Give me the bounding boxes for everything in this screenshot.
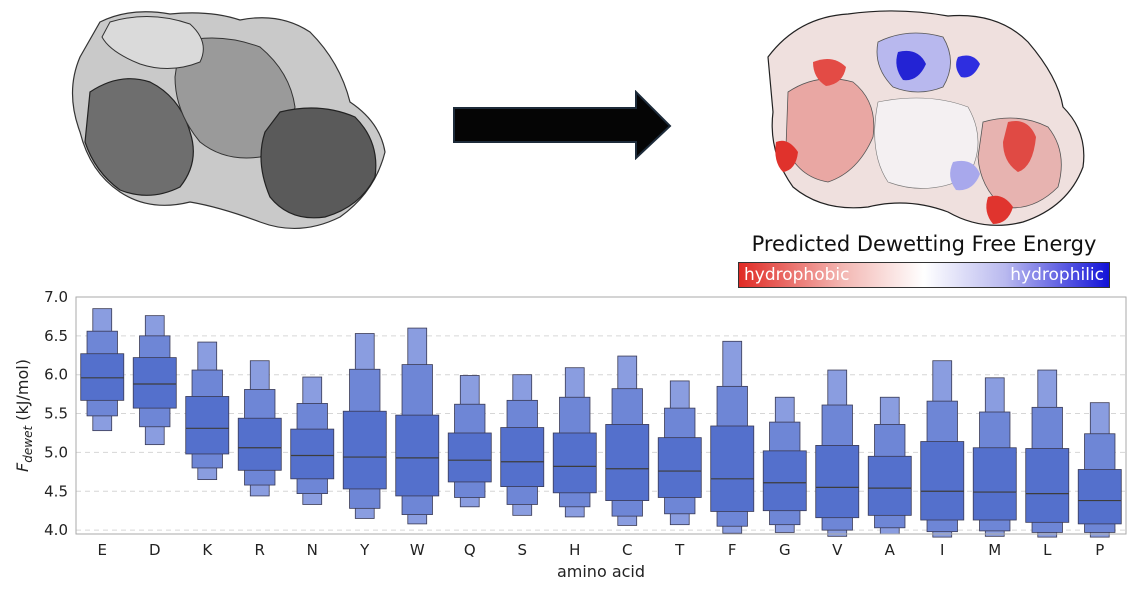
boxen-level bbox=[237, 417, 282, 471]
hydrophobic-patch-top bbox=[813, 58, 846, 86]
x-tick-label: K bbox=[202, 541, 213, 559]
boxen-level bbox=[1077, 469, 1122, 525]
x-tick-label: H bbox=[569, 541, 580, 559]
boxen-level bbox=[867, 455, 912, 516]
protein-lobe-right bbox=[260, 107, 377, 219]
boxen-level bbox=[710, 425, 755, 512]
boxen-level bbox=[552, 432, 597, 494]
x-tick-label: W bbox=[410, 541, 425, 559]
boxen-G bbox=[762, 396, 807, 533]
boxen-A bbox=[867, 396, 912, 535]
y-tick-label: 5.0 bbox=[44, 443, 68, 461]
x-tick-label: F bbox=[728, 541, 737, 559]
y-tick-label: 7.0 bbox=[44, 288, 68, 306]
y-tick-label: 6.0 bbox=[44, 366, 68, 384]
colorbar-title: Predicted Dewetting Free Energy bbox=[751, 232, 1097, 256]
x-tick-label: G bbox=[779, 541, 791, 559]
hydrophobic-patch-strong bbox=[775, 140, 798, 172]
boxen-E bbox=[80, 308, 125, 432]
hydrophobic-patch-right bbox=[1003, 121, 1036, 172]
boxen-L bbox=[1025, 369, 1070, 538]
boxen-level bbox=[605, 424, 650, 501]
right-arrow-icon bbox=[453, 90, 672, 160]
boxen-N bbox=[290, 376, 335, 505]
boxen-level bbox=[815, 445, 860, 519]
x-tick-label: Q bbox=[464, 541, 476, 559]
boxen-K bbox=[185, 341, 230, 481]
boxen-D bbox=[132, 315, 177, 446]
x-tick-label: E bbox=[98, 541, 107, 559]
boxen-W bbox=[395, 327, 440, 525]
boxen-H bbox=[552, 367, 597, 518]
boxen-level bbox=[447, 432, 492, 483]
boxen-plot: 4.0 4.5 5.0 5.5 6.0 6.5 7.0 E D K R N Y W Q S H C T F G V A I M… bbox=[13, 288, 1127, 581]
hydrophilic-patch-strong-2 bbox=[956, 55, 980, 78]
x-tick-label: P bbox=[1095, 541, 1104, 559]
x-tick-label: M bbox=[988, 541, 1001, 559]
y-tick-label: 5.5 bbox=[44, 405, 68, 423]
x-tick-label: A bbox=[885, 541, 896, 559]
boxen-P bbox=[1077, 402, 1122, 538]
boxen-level bbox=[290, 428, 335, 480]
boxen-F bbox=[710, 340, 755, 534]
x-tick-label: Y bbox=[359, 541, 370, 559]
boxen-level bbox=[920, 441, 965, 521]
y-tick-label: 6.5 bbox=[44, 327, 68, 345]
boxen-Q bbox=[447, 375, 492, 508]
y-tick-label: 4.5 bbox=[44, 482, 68, 500]
boxen-R bbox=[237, 360, 282, 497]
x-axis-label: amino acid bbox=[557, 562, 645, 581]
x-tick-label: L bbox=[1043, 541, 1052, 559]
colorbar: hydrophobic hydrophilic bbox=[738, 262, 1110, 288]
x-tick-label: D bbox=[149, 541, 161, 559]
protein-lobe-light bbox=[101, 16, 204, 69]
y-tick-label: 4.0 bbox=[44, 521, 68, 539]
x-tick-label: V bbox=[832, 541, 843, 559]
y-axis-label: Fdewet (kJ/mol) bbox=[13, 359, 35, 472]
x-tick-label: S bbox=[517, 541, 527, 559]
hydrophilic-patch-lower bbox=[950, 160, 980, 191]
boxen-level bbox=[972, 447, 1017, 521]
x-tick-label: R bbox=[255, 541, 265, 559]
y-ticks: 4.0 4.5 5.0 5.5 6.0 6.5 7.0 bbox=[44, 288, 68, 539]
boxen-level bbox=[657, 437, 702, 498]
boxen-level bbox=[395, 414, 440, 497]
boxen-level bbox=[132, 357, 177, 409]
hydrophilic-patch-strong bbox=[896, 50, 926, 81]
colorbar-low-label: hydrophobic bbox=[744, 265, 850, 285]
boxen-level bbox=[80, 353, 125, 401]
boxen-series bbox=[80, 308, 1122, 538]
boxen-V bbox=[815, 369, 860, 537]
boxen-C bbox=[605, 355, 650, 526]
boxen-I bbox=[920, 360, 965, 538]
x-tick-label: T bbox=[674, 541, 685, 559]
x-tick-label: C bbox=[622, 541, 632, 559]
plot-frame bbox=[75, 296, 1127, 535]
protein-surface-grey bbox=[71, 11, 386, 229]
boxen-level bbox=[500, 427, 545, 488]
boxen-level bbox=[762, 450, 807, 512]
x-tick-label: I bbox=[940, 541, 944, 559]
x-tick-label: N bbox=[307, 541, 318, 559]
colorbar-high-label: hydrophilic bbox=[1010, 265, 1104, 285]
grid-lines bbox=[76, 296, 1126, 531]
boxen-S bbox=[500, 374, 545, 516]
hydrophobic-patch-bottom bbox=[986, 195, 1013, 224]
protein-surface-colored bbox=[767, 10, 1085, 226]
boxen-level bbox=[185, 396, 230, 455]
protein-lobe-dark bbox=[84, 78, 194, 196]
boxen-level bbox=[342, 410, 387, 490]
boxen-level bbox=[1025, 448, 1070, 523]
boxen-Y bbox=[342, 333, 387, 519]
boxen-M bbox=[972, 377, 1017, 537]
boxen-T bbox=[657, 380, 702, 526]
